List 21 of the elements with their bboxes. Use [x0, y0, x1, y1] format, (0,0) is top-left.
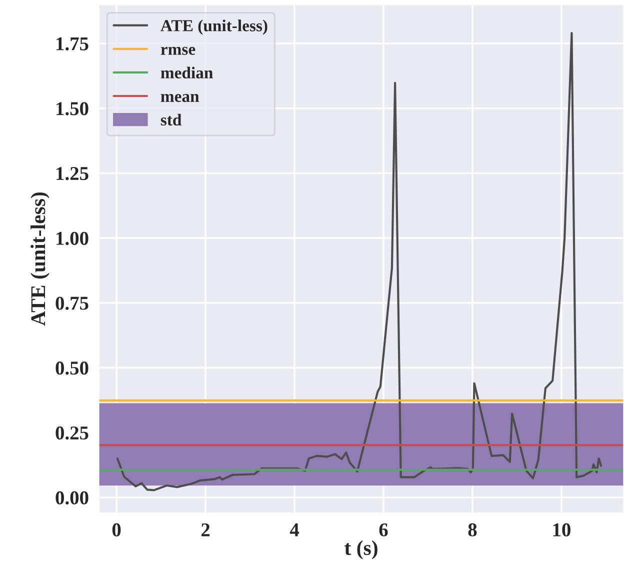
- y-axis-title: ATE (unit-less): [30, 192, 50, 326]
- legend-label: median: [160, 66, 213, 78]
- y-tick-label: 0.00: [56, 491, 88, 504]
- y-tick-label: 0.75: [56, 296, 88, 310]
- x-tick-label: 6: [379, 523, 388, 536]
- x-tick-label: 2: [201, 523, 210, 536]
- x-tick-label: 4: [290, 523, 300, 536]
- x-tick-label: 0: [112, 523, 121, 536]
- y-tick-label: 1.75: [56, 37, 88, 50]
- y-tick-label: 1.25: [56, 167, 88, 180]
- legend-label: std: [160, 114, 182, 126]
- x-tick-label: 8: [468, 523, 477, 536]
- legend-label: mean: [160, 94, 200, 102]
- x-tick-label: 10: [553, 523, 570, 536]
- y-tick-label: 0.50: [56, 362, 88, 375]
- y-tick-label: 1.50: [56, 102, 88, 116]
- x-axis-title: t (s): [344, 540, 378, 560]
- legend-label: rmse: [160, 46, 196, 55]
- legend-label: ATE (unit-less): [160, 20, 268, 35]
- y-tick-label: 1.00: [56, 232, 88, 246]
- y-tick-label: 0.25: [56, 426, 88, 440]
